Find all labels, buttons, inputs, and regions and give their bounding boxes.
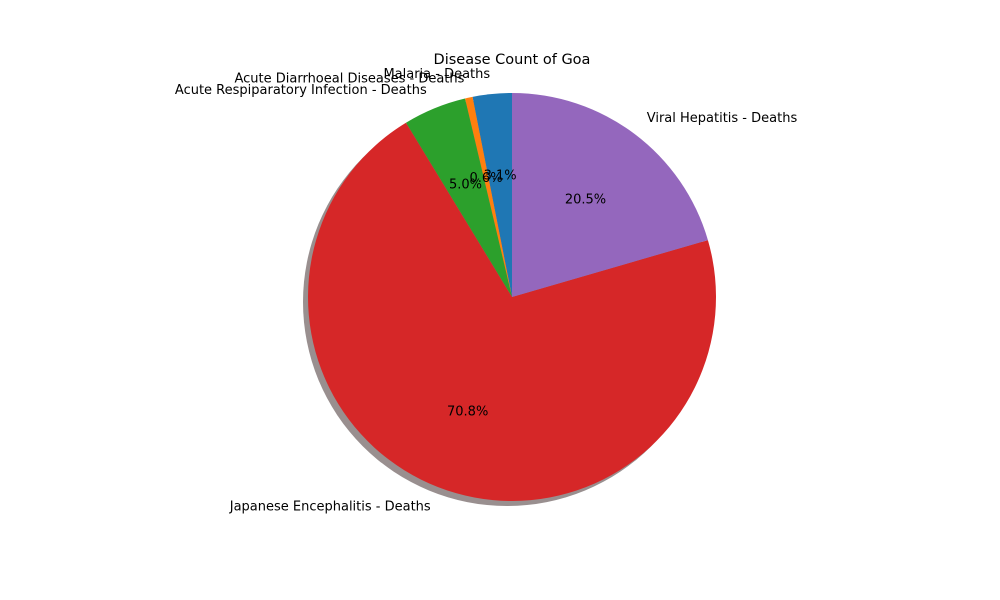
pie-percent-labels: 3.1%0.6%5.0% 70.8% 20.5%: [447, 169, 606, 420]
pie-wedges: [308, 93, 716, 501]
pie-slice-percent-label: 0.6%: [470, 171, 503, 186]
pie-slice-category-label: Japanese Encephalitis - Deaths: [229, 500, 431, 515]
pie-slice-category-label: Malaria - Deaths: [383, 67, 490, 82]
pie-slice: [472, 93, 512, 297]
pie-slice-category-label: Viral Hepatitis - Deaths: [647, 111, 798, 126]
chart-title: Disease Count of Goa: [434, 52, 591, 68]
pie-slice-category-label: Acute Diarrhoeal Diseases - Deaths: [234, 71, 464, 86]
pie-slice: [512, 93, 708, 297]
pie-slice-percent-label: 5.0%: [449, 177, 482, 192]
pie-slice-category-label: Acute Respiparatory Infection - Deaths: [175, 83, 427, 98]
pie-slice-percent-label: 3.1%: [484, 169, 517, 184]
pie-slice-percent-label: 20.5%: [565, 193, 606, 208]
pie-slice-percent-label: 70.8%: [447, 405, 488, 420]
pie-slice: [405, 98, 512, 297]
pie-slice: [465, 96, 512, 297]
pie-slice: [308, 122, 716, 501]
